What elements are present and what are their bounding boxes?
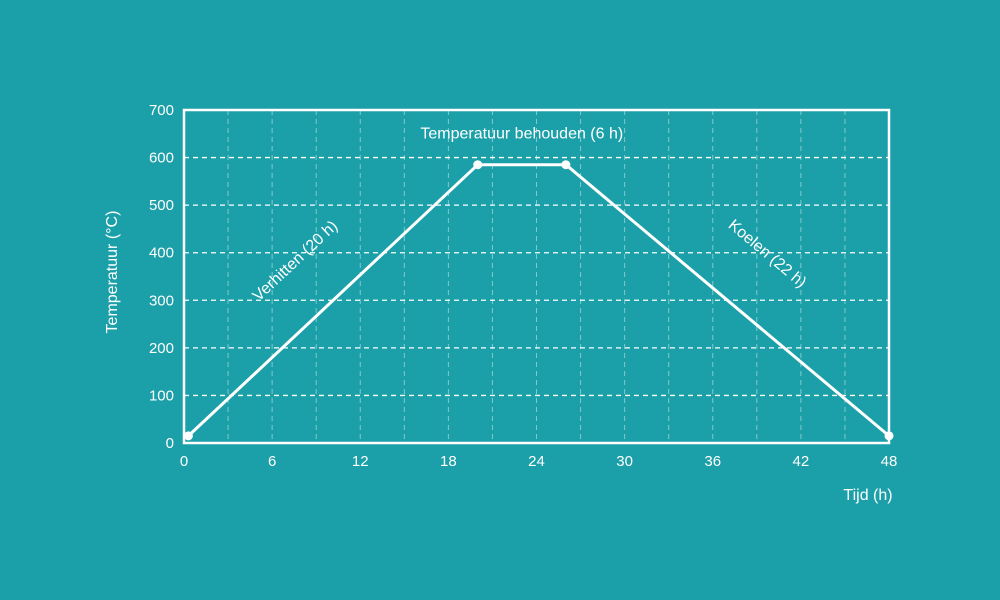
x-tick-label: 6: [268, 453, 276, 470]
y-tick-label: 700: [149, 102, 174, 119]
x-tick-label: 36: [704, 453, 721, 470]
y-tick-label: 300: [149, 292, 174, 309]
x-tick-labels: 0 6 12 18 24 30 36 42 48: [180, 453, 898, 470]
y-tick-labels: 0 100 200 300 400 500 600 700: [149, 102, 174, 452]
annotation-heating: Verhitten (20 h): [250, 218, 341, 305]
data-point: [561, 160, 571, 170]
x-tick-label: 18: [440, 453, 457, 470]
x-axis-label: Tijd (h): [843, 487, 892, 504]
series-line: [187, 163, 890, 438]
x-tick-label: 12: [352, 453, 369, 470]
data-points: [183, 160, 894, 441]
x-tick-label: 42: [793, 453, 810, 470]
plot-frame: [182, 108, 891, 445]
data-point: [473, 160, 483, 170]
y-tick-label: 600: [149, 150, 174, 167]
x-tick-label: 30: [616, 453, 633, 470]
data-point: [884, 431, 894, 441]
grid: [184, 110, 889, 443]
y-tick-label: 500: [149, 197, 174, 214]
x-tick-label: 24: [528, 453, 545, 470]
x-tick-label: 0: [180, 453, 188, 470]
data-point: [183, 431, 193, 441]
y-axis-label: Temperatuur (°C): [104, 211, 121, 334]
y-tick-label: 200: [149, 340, 174, 357]
annotations: Verhitten (20 h) Temperatuur behouden (6 …: [250, 126, 810, 305]
annotation-hold: Temperatuur behouden (6 h): [420, 126, 623, 143]
y-tick-label: 400: [149, 245, 174, 262]
y-tick-label: 0: [166, 435, 174, 452]
annotation-cooling: Koelen (22 h): [725, 217, 810, 292]
y-tick-label: 100: [149, 387, 174, 404]
x-tick-label: 48: [881, 453, 898, 470]
